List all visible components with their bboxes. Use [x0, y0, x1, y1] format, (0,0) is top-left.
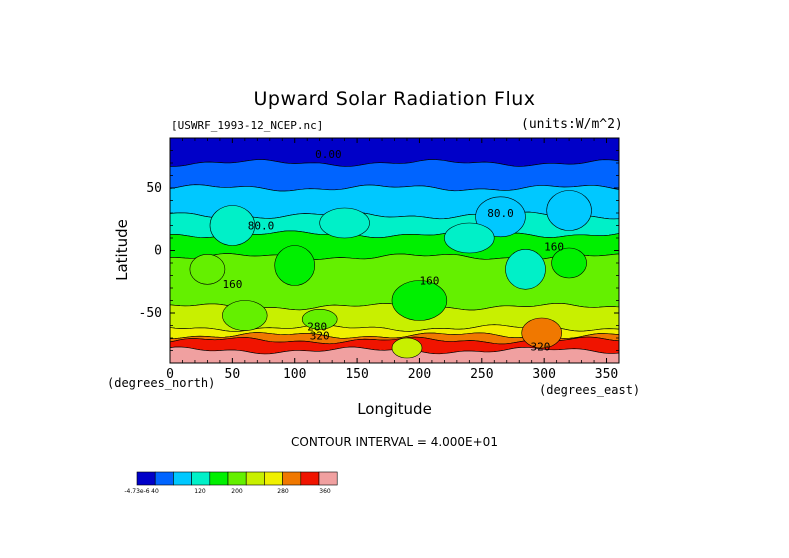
units-label: (units:W/m^2): [521, 117, 623, 132]
colorbar-swatch: [154, 471, 174, 486]
contour-label: 0.00: [315, 148, 342, 161]
colorbar: -4.73e-6 40 120 200 280 360: [124, 471, 338, 495]
x-tick-label: 0: [166, 367, 174, 382]
field-patch: [546, 190, 592, 231]
colorbar-swatch: [227, 471, 247, 486]
colorbar-label: 120: [194, 488, 206, 495]
x-tick-label: 300: [532, 367, 555, 382]
y-unit-label: (degrees_north): [107, 376, 216, 390]
colorbar-swatch: [300, 471, 320, 486]
y-tick-label: -50: [139, 306, 162, 321]
colorbar-label: 280: [277, 488, 289, 495]
colorbar-label: 360: [319, 488, 331, 495]
contour-label: 320: [310, 329, 330, 342]
x-tick-label: 350: [595, 367, 618, 382]
contour-label: 320: [530, 341, 550, 354]
field-patch: [209, 205, 256, 246]
field-patch: [391, 337, 423, 359]
colorbar-label: 40: [151, 488, 159, 495]
y-tick-label: 50: [146, 181, 162, 196]
field-patch: [551, 247, 587, 279]
field-patch: [475, 196, 526, 238]
colorbar-swatch: [282, 471, 302, 486]
x-tick-label: 100: [283, 367, 306, 382]
x-axis-label: Longitude: [357, 400, 432, 418]
dataset-label: [USWRF_1993-12_NCEP.nc]: [171, 119, 324, 132]
colorbar-swatch: [191, 471, 211, 486]
field-patch: [319, 207, 370, 239]
contour-label: 280: [307, 321, 327, 334]
contour-interval-label: CONTOUR INTERVAL = 4.000E+01: [291, 435, 498, 449]
x-tick-label: 250: [470, 367, 493, 382]
colorbar-swatch: [245, 471, 265, 486]
field-patch: [189, 253, 226, 285]
x-tick-label: 50: [225, 367, 241, 382]
band-level-10: [170, 346, 619, 363]
y-tick-label: 0: [154, 244, 162, 259]
contour-label: 160: [544, 241, 564, 254]
field-patch: [301, 308, 338, 330]
contour-label: 80.0: [487, 207, 514, 220]
y-axis-label: Latitude: [113, 219, 131, 281]
colorbar-swatch: [173, 471, 192, 486]
field-patch: [222, 300, 268, 331]
colorbar-swatch: [264, 471, 283, 486]
x-tick-label: 150: [345, 367, 368, 382]
colorbar-swatch: [209, 471, 229, 486]
colorbar-label: 200: [231, 488, 243, 495]
field-patch: [521, 317, 563, 349]
contour-label: 160: [222, 278, 242, 291]
field-patch: [274, 245, 316, 286]
axes: 0 50 100 150 200 250 300 350 50 0 -50: [139, 138, 619, 382]
colorbar-label: -4.73e-6: [124, 488, 149, 495]
field-patch: [391, 280, 448, 321]
contour-label: 80.0: [248, 219, 275, 232]
field-bands: [170, 138, 619, 363]
colorbar-swatch: [136, 471, 156, 486]
chart-title: Upward Solar Radiation Flux: [253, 88, 536, 110]
field-patch: [505, 248, 546, 290]
field-patch: [444, 222, 495, 254]
x-unit-label: (degrees_east): [539, 383, 641, 397]
colorbar-swatch: [318, 471, 338, 486]
contour-label: 160: [419, 274, 439, 287]
x-tick-label: 200: [408, 367, 431, 382]
